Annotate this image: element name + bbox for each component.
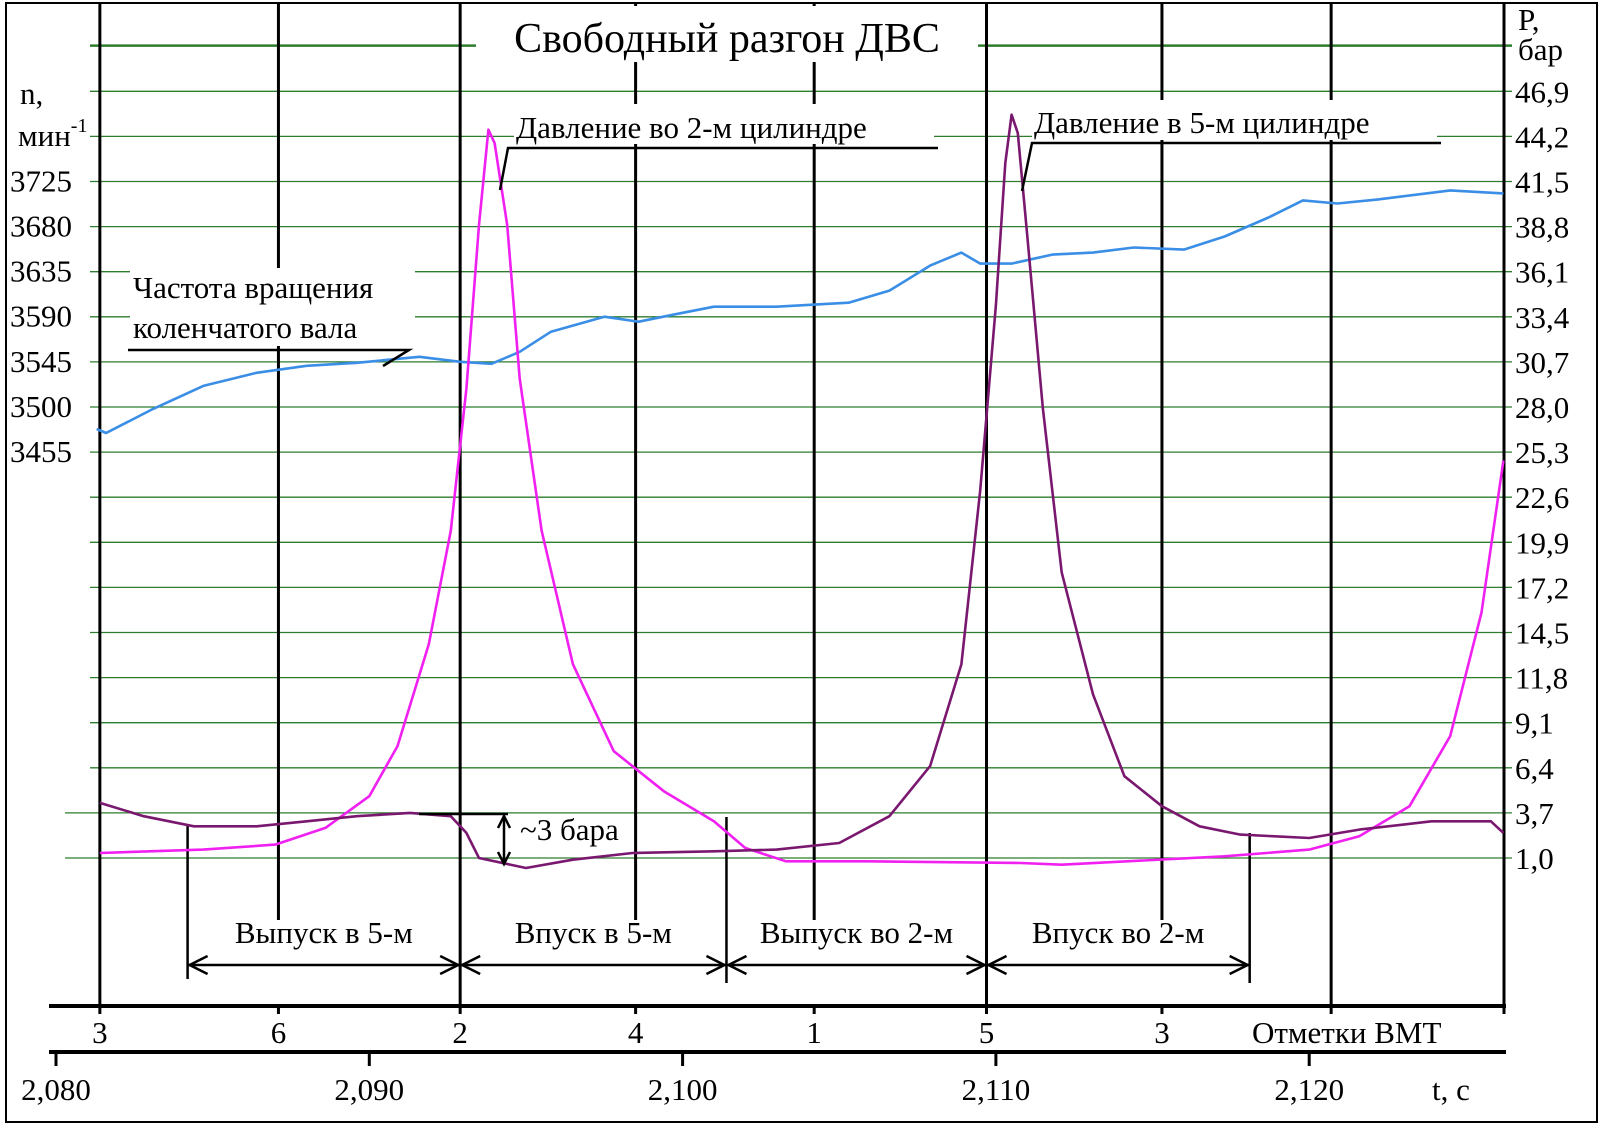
right-tick-label: 41,5 <box>1515 165 1569 200</box>
time-tick-label: 2,120 <box>1274 1072 1344 1107</box>
right-tick-label: 9,1 <box>1515 706 1554 741</box>
time-tick-label: 2,080 <box>21 1072 91 1107</box>
time-tick-label: 2,110 <box>962 1072 1031 1107</box>
right-tick-label: 30,7 <box>1515 345 1569 380</box>
right-tick-label: 17,2 <box>1515 570 1569 605</box>
left-axis-unit: мин-1 <box>18 115 87 153</box>
annotation-delta: ~3 бара <box>419 812 619 867</box>
phase-label: Выпуск в 5-м <box>235 915 413 950</box>
phase-label: Впуск в 5-м <box>515 915 672 950</box>
time-tick-label: 2,100 <box>648 1072 718 1107</box>
left-tick-label: 3725 <box>10 163 72 198</box>
annotation-p5: Давление в 5-м цилиндре <box>1020 100 1441 192</box>
phase-label: Выпуск во 2-м <box>760 915 953 950</box>
bmt-label: 5 <box>979 1015 995 1050</box>
pressure-cyl2-line <box>99 128 1505 867</box>
right-tick-label: 44,2 <box>1515 119 1569 154</box>
arrowhead-right <box>705 954 728 976</box>
annotation-rpm-line2: коленчатого вала <box>133 310 358 345</box>
right-axis-ticks: 46,9 44,2 41,5 38,8 36,1 33,4 30,7 28,0 25,3 22,6… <box>1515 74 1570 876</box>
right-tick-label: 22,6 <box>1515 480 1569 515</box>
arrowhead-left <box>459 954 481 976</box>
left-axis-ticks: 3725 3680 3635 3590 3545 3500 3455 <box>10 163 72 469</box>
annotation-rpm: Частота вращения коленчатого вала <box>128 268 415 368</box>
time-axis-ticks: 2,080 2,090 2,100 2,110 2,120 <box>21 1052 1344 1107</box>
arrowhead-right <box>1229 954 1251 976</box>
left-tick-label: 3500 <box>10 389 72 424</box>
right-tick-label: 14,5 <box>1515 616 1569 651</box>
right-axis-unit: бар <box>1518 32 1563 67</box>
right-axis-label: P, <box>1518 2 1540 37</box>
annotation-p2-text: Давление во 2-м цилиндре <box>516 110 867 145</box>
right-tick-label: 28,0 <box>1515 390 1569 425</box>
bmt-label: 3 <box>1154 1015 1170 1050</box>
right-tick-label: 1,0 <box>1515 841 1554 876</box>
title-bg <box>476 6 978 62</box>
bmt-label: 3 <box>92 1015 108 1050</box>
arrowhead-left <box>725 954 748 976</box>
annotation-rpm-line1: Частота вращения <box>133 270 373 305</box>
right-tick-label: 36,1 <box>1515 255 1569 290</box>
phase-arrows: Выпуск в 5-м Впуск в 5-м Выпуск во 2-м Впус… <box>186 915 1251 976</box>
left-tick-label: 3455 <box>10 434 72 469</box>
bmt-label: 2 <box>452 1015 468 1050</box>
pressure-cyl5-line <box>99 113 1505 870</box>
arrowhead-left <box>985 954 1008 976</box>
chart-title: Свободный разгон ДВС <box>514 16 940 62</box>
right-tick-label: 38,8 <box>1515 210 1569 245</box>
left-tick-label: 3590 <box>10 299 72 334</box>
bmt-label: 1 <box>806 1015 822 1050</box>
bmt-axis-title: Отметки ВМТ <box>1252 1015 1442 1050</box>
annotation-delta-text: ~3 бара <box>520 812 619 847</box>
phase-ticks <box>186 817 1251 983</box>
arrowhead-left <box>186 954 209 976</box>
right-tick-label: 11,8 <box>1515 661 1568 696</box>
series-lines <box>96 113 1505 870</box>
right-tick-label: 19,9 <box>1515 525 1569 560</box>
right-tick-label: 6,4 <box>1515 751 1554 786</box>
left-tick-label: 3545 <box>10 344 72 379</box>
left-axis-label: n, <box>20 76 43 111</box>
bmt-lines <box>98 3 1506 1014</box>
right-tick-label: 33,4 <box>1515 300 1570 335</box>
bmt-label: 4 <box>628 1015 644 1050</box>
right-tick-label: 46,9 <box>1515 74 1569 109</box>
right-label-bg <box>1512 6 1582 70</box>
left-tick-label: 3680 <box>10 209 72 244</box>
time-tick-label: 2,090 <box>334 1072 404 1107</box>
right-tick-label: 3,7 <box>1515 796 1554 831</box>
arrowhead-right <box>439 954 461 976</box>
time-axis-title: t, c <box>1432 1072 1470 1107</box>
annotation-p5-text: Давление в 5-м цилиндре <box>1034 105 1370 140</box>
rpm-line <box>96 189 1504 435</box>
bmt-axis-labels: 3 6 2 4 1 5 3 <box>92 1015 1170 1050</box>
figure-border <box>5 2 1598 1123</box>
phase-label: Впуск во 2-м <box>1032 915 1204 950</box>
arrowhead-right <box>965 954 988 976</box>
left-tick-label: 3635 <box>10 254 72 289</box>
bmt-label: 6 <box>271 1015 287 1050</box>
annotation-p2: Давление во 2-м цилиндре <box>498 104 938 191</box>
right-tick-label: 25,3 <box>1515 435 1569 470</box>
